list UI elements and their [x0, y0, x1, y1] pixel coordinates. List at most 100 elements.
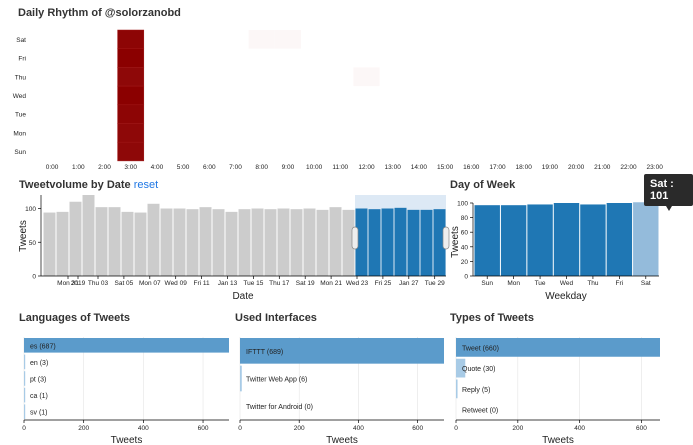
languages-bar-label: ca (1): [30, 393, 48, 400]
heatmap-col-label: 20:00: [568, 164, 585, 171]
y-tick-label: 100: [457, 201, 468, 208]
heatmap-cell[interactable]: [117, 104, 145, 124]
heatmap-col-label: 18:00: [516, 164, 533, 171]
x-tick-label: Fri: [616, 280, 624, 287]
date-bar[interactable]: [95, 207, 108, 276]
date-bar[interactable]: [56, 211, 69, 276]
heatmap-col-label: 2:00: [98, 164, 111, 171]
heatmap-cell[interactable]: [117, 141, 145, 162]
languages-bar[interactable]: [24, 354, 26, 370]
interfaces-x-tick-label: 0: [238, 425, 242, 432]
date-bar[interactable]: [303, 208, 316, 277]
languages-bar[interactable]: [24, 404, 26, 419]
date-bar[interactable]: [407, 209, 420, 276]
interfaces-x-tick-label: 400: [353, 425, 364, 432]
x-tick-label: Thu 17: [269, 280, 290, 287]
date-bar[interactable]: [121, 211, 134, 276]
interfaces-bar[interactable]: [240, 365, 242, 392]
heatmap-cell[interactable]: [117, 48, 145, 68]
x-tick-label: Tue: [535, 280, 546, 287]
brush-handle[interactable]: [442, 226, 450, 250]
x-axis-title: Weekday: [545, 291, 587, 302]
date-bar[interactable]: [251, 208, 264, 277]
interfaces-bar-label: IFTTT (689): [246, 349, 283, 356]
date-bar[interactable]: [342, 209, 355, 276]
brush-handle[interactable]: [351, 226, 359, 250]
languages-x-tick-label: 400: [138, 425, 149, 432]
date-bar[interactable]: [277, 208, 290, 277]
languages-x-axis-title: Tweets: [111, 435, 143, 445]
heatmap-cell[interactable]: [117, 29, 145, 49]
date-bar[interactable]: [69, 201, 82, 276]
heatmap-col-label: 19:00: [542, 164, 559, 171]
types-bar[interactable]: [456, 338, 660, 357]
date-bar[interactable]: [212, 209, 225, 276]
heatmap-col-label: 6:00: [203, 164, 216, 171]
types-bar-label: Quote (30): [462, 366, 495, 373]
x-tick-label: Mon: [507, 280, 520, 287]
date-bar[interactable]: [329, 207, 342, 276]
x-tick-label: Mon 21: [320, 280, 342, 287]
heatmap-row-label: Fri: [18, 56, 26, 63]
interfaces-x-axis-title: Tweets: [326, 435, 358, 445]
y-tick-label: 60: [461, 230, 469, 237]
date-bar[interactable]: [160, 208, 173, 277]
weekday-bar[interactable]: [633, 202, 659, 276]
date-bar[interactable]: [381, 208, 394, 277]
y-axis-title: Tweets: [450, 226, 461, 258]
types-bar[interactable]: [456, 379, 458, 399]
languages-bar-label: pt (3): [30, 377, 46, 384]
interfaces-bar[interactable]: [240, 338, 444, 364]
types-bar[interactable]: [456, 358, 466, 378]
volume-title: Tweetvolume by Date reset: [19, 179, 158, 191]
date-bar[interactable]: [420, 209, 433, 276]
x-tick-label: Tue 15: [243, 280, 263, 287]
languages-bar-label: sv (1): [30, 410, 48, 417]
x-tick-label: Thu 03: [88, 280, 109, 287]
weekday-bar[interactable]: [474, 205, 500, 276]
interfaces-bar-label: Twitter Web App (6): [246, 377, 307, 384]
weekday-bar[interactable]: [500, 205, 527, 276]
date-bar[interactable]: [199, 207, 212, 276]
weekday-bar[interactable]: [606, 203, 633, 276]
languages-bar[interactable]: [24, 371, 26, 386]
heatmap-cell[interactable]: [117, 85, 145, 106]
date-bar[interactable]: [316, 209, 329, 276]
heatmap-cell[interactable]: [274, 30, 301, 49]
date-bar[interactable]: [134, 212, 147, 276]
languages-bar[interactable]: [24, 387, 26, 403]
reset-link[interactable]: reset: [133, 179, 159, 191]
date-bar[interactable]: [225, 211, 238, 276]
heatmap-cell[interactable]: [248, 30, 275, 49]
heatmap-cell[interactable]: [353, 67, 380, 87]
x-tick-label: Sat: [641, 280, 651, 287]
date-bar[interactable]: [238, 209, 251, 276]
weekday-bar[interactable]: [580, 204, 606, 276]
languages-bar[interactable]: [24, 338, 229, 353]
date-bar[interactable]: [43, 212, 56, 276]
heatmap-col-label: 7:00: [229, 164, 242, 171]
heatmap-col-label: 13:00: [385, 164, 402, 171]
heatmap-col-label: 0:00: [46, 164, 59, 171]
heatmap-cell[interactable]: [117, 67, 145, 87]
tooltip: Sat : 101: [644, 174, 693, 211]
date-bar[interactable]: [394, 207, 407, 276]
date-bar[interactable]: [368, 209, 381, 276]
date-bar[interactable]: [355, 208, 368, 277]
weekday-bar[interactable]: [527, 204, 553, 276]
date-bar[interactable]: [82, 195, 95, 276]
date-bar[interactable]: [186, 209, 199, 276]
y-tick-label: 20: [461, 259, 469, 266]
date-bar[interactable]: [173, 208, 186, 277]
heatmap-cell[interactable]: [117, 123, 145, 143]
date-bar[interactable]: [108, 207, 121, 276]
date-bar[interactable]: [147, 203, 160, 276]
languages-x-tick-label: 0: [22, 425, 26, 432]
heatmap-col-label: 8:00: [255, 164, 268, 171]
date-bar[interactable]: [433, 209, 446, 276]
types-x-axis-title: Tweets: [542, 435, 574, 445]
weekday-bar[interactable]: [553, 203, 580, 276]
date-bar[interactable]: [290, 209, 303, 276]
date-bar[interactable]: [264, 209, 277, 276]
heatmap-col-label: 9:00: [282, 164, 295, 171]
